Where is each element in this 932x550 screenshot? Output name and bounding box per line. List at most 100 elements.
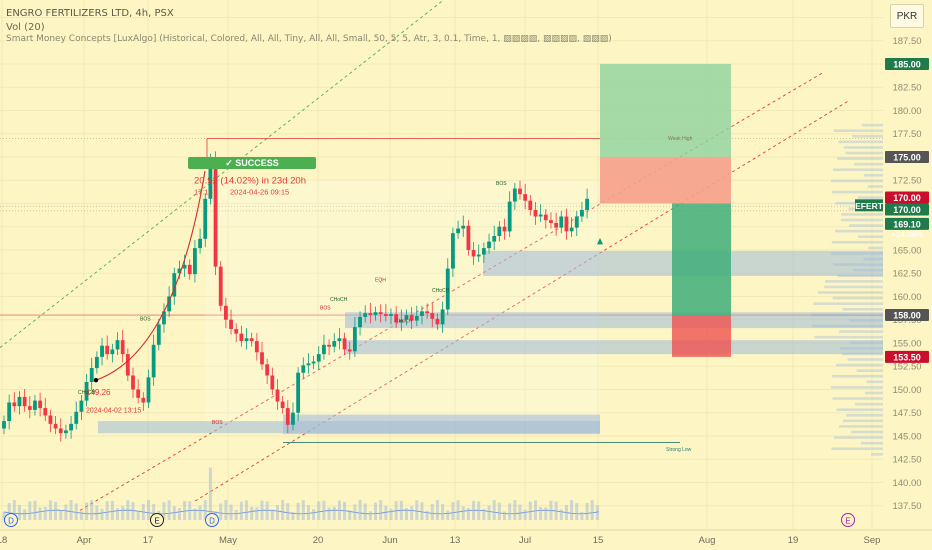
volume-bar: [446, 510, 450, 520]
candle-body: [7, 402, 12, 422]
success-label: ✓ SUCCESS: [225, 158, 279, 168]
volume-bar: [549, 500, 553, 520]
candle-body: [466, 225, 471, 250]
candle-body: [249, 338, 254, 342]
y-tick-label: 160.00: [892, 292, 921, 303]
candle-body: [280, 401, 285, 409]
entry-time: 2024-04-02 13:15: [86, 408, 141, 415]
candle-body: [435, 318, 440, 325]
volume-bar: [90, 500, 94, 520]
volume-profile-bar: [839, 330, 883, 333]
volume-profile-bar: [865, 391, 883, 395]
volume-bar: [523, 509, 527, 520]
change-percent: +14.88%: [891, 230, 923, 239]
volume-bar: [23, 509, 27, 520]
volume-profile-bar: [835, 229, 883, 233]
volume-bar: [343, 501, 347, 520]
trendline-red-2: [194, 100, 849, 502]
price-tag-label: 158.00: [893, 311, 921, 321]
candle-body: [265, 364, 270, 376]
candle-body: [358, 316, 362, 328]
candle-body: [105, 345, 110, 355]
volume-bar: [229, 504, 233, 520]
volume-bar: [270, 509, 274, 520]
candle-body: [64, 430, 68, 434]
y-tick-label: 172.50: [892, 176, 921, 187]
volume-profile-bar: [831, 386, 883, 389]
event-marker: [205, 513, 219, 527]
candle-body: [316, 354, 321, 362]
candle-body: [337, 338, 342, 342]
volume-profile-bar: [832, 397, 883, 400]
candle-body: [275, 389, 280, 402]
candle-body: [461, 225, 466, 229]
candle-body: [234, 329, 239, 334]
volume-bar: [497, 502, 501, 520]
candle-body: [342, 338, 347, 350]
y-tick-label: 165.00: [892, 245, 921, 256]
volume-bar: [54, 501, 58, 520]
x-tick-label: 15: [593, 535, 604, 546]
candle-body: [476, 254, 481, 257]
volume-bar: [394, 501, 398, 520]
volume-bar: [17, 505, 21, 520]
volume-bar: [131, 502, 135, 520]
candle-body: [182, 264, 187, 269]
volume-bar: [466, 507, 470, 520]
y-tick-label: 137.50: [892, 501, 921, 512]
candle-body: [187, 264, 192, 275]
candle-body: [373, 312, 378, 316]
volume-bar: [575, 503, 579, 520]
volume-bar: [337, 500, 341, 520]
volume-bar: [100, 508, 104, 520]
candle-body: [425, 311, 430, 314]
candle-body: [507, 201, 512, 232]
volume-profile-bar: [833, 129, 883, 133]
symbol-tag-box: [855, 199, 883, 212]
currency-button[interactable]: PKR: [890, 4, 924, 28]
volume-bar: [250, 506, 254, 520]
volume-bar: [441, 504, 445, 520]
price-tag-box: [885, 150, 929, 163]
y-tick-label: 142.50: [892, 455, 921, 466]
candle-body: [383, 314, 388, 316]
volume-bar: [590, 500, 594, 520]
candle-body: [69, 423, 73, 431]
volume-bar: [564, 504, 568, 520]
candle-body: [352, 327, 357, 352]
success-time-b: 2024-04-26 09:15: [230, 188, 289, 197]
candle-body: [538, 214, 543, 217]
volume-profile-bar: [861, 123, 883, 127]
volume-bar: [554, 501, 558, 520]
candle-body: [223, 305, 228, 320]
candle-body: [332, 341, 337, 347]
entry-arrow: [597, 237, 603, 245]
y-tick-label: 187.50: [892, 36, 921, 47]
event-marker-label: D: [209, 517, 215, 526]
structure-label: Strong Low: [666, 447, 692, 453]
candle-body: [218, 266, 223, 306]
volume-bar: [435, 500, 439, 520]
swing-curve: [95, 170, 206, 381]
volume-bar: [188, 501, 192, 520]
candle-body: [79, 400, 84, 412]
volume-bar: [595, 505, 599, 520]
volume-bar: [219, 503, 223, 520]
candle-body: [193, 248, 197, 275]
candle-body: [136, 389, 141, 398]
volume-profile-bar: [831, 179, 883, 183]
candle-body: [239, 333, 244, 342]
candle-body: [404, 315, 409, 320]
volume-bar: [477, 501, 481, 520]
candle-body: [17, 396, 22, 407]
volume-profile-bar: [832, 168, 883, 172]
volume-profile-bar: [856, 369, 883, 372]
volume-profile-bar: [814, 335, 883, 339]
volume-bar: [146, 500, 150, 520]
volume-bar: [239, 501, 243, 520]
volume-profile-bar: [857, 196, 883, 199]
volume-profile-bar: [842, 307, 883, 311]
volume-bar: [33, 500, 37, 520]
volume-bar: [358, 500, 362, 520]
